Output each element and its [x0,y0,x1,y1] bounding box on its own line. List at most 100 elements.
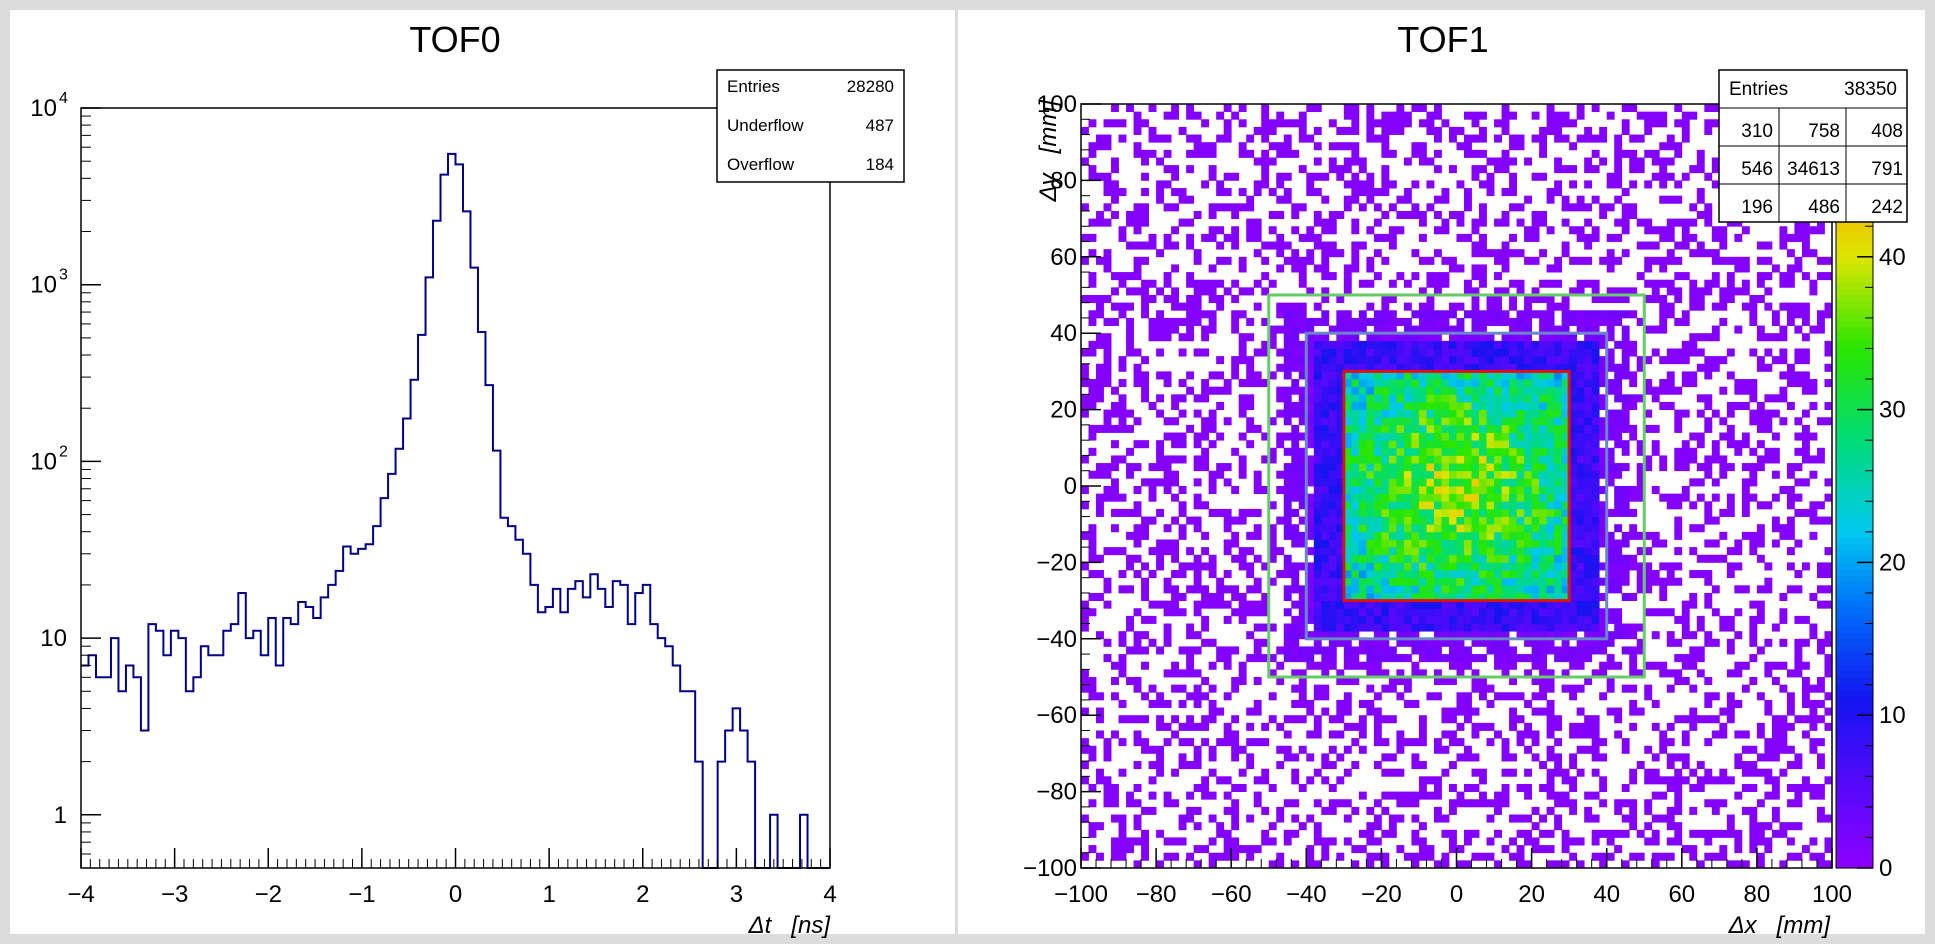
tof1-heatmap-cell [1358,424,1367,433]
tof1-heatmap-cell [1539,615,1548,624]
tof1-heatmap-cell [1373,722,1382,731]
tof1-heatmap-cell [1141,210,1149,219]
tof1-heatmap-cell [1741,768,1750,777]
tof1-heatmap-cell [1306,562,1315,571]
tof1-heatmap-cell [1546,783,1555,792]
tof1-heatmap-cell [1584,134,1593,143]
tof1-heatmap-cell [1531,340,1540,349]
tof1-heatmap-cell [1539,761,1548,770]
tof1-heatmap-cell [1651,424,1660,433]
tof1-heatmap-cell [1509,768,1517,777]
tof1-heatmap-cell [1569,623,1578,632]
tof1-heatmap-cell [1103,493,1112,502]
tof1-heatmap-cell [1599,356,1608,365]
tof1-heatmap-cell [1569,661,1578,670]
tof1-heatmap-cell [1133,814,1142,823]
tof1-heatmap-cell [1328,432,1337,441]
tof1-heatmap-cell [1629,776,1638,785]
tof1-heatmap-cell [1651,348,1660,357]
tof1-heatmap-cell [1381,424,1390,433]
tof1-heatmap-cell [1381,608,1390,617]
tof1-heatmap-cell [1133,486,1142,495]
tof1-heatmap-cell [1471,669,1480,678]
tof1-heatmap-cell [1358,715,1367,724]
tof1-heatmap-cell [1764,501,1773,510]
tof1-heatmap-cell [1524,501,1532,510]
tof1-heatmap-cell [1734,447,1743,456]
tof1-heatmap-cell [1614,715,1623,724]
tof1-heatmap-cell [1433,409,1442,418]
tof1-heatmap-cell [1396,119,1405,128]
tof1-heatmap-cell [1171,295,1180,304]
tof1-heatmap-cell [1524,615,1532,624]
tof1-heatmap-cell [1283,562,1292,571]
tof1-heatmap-cell [1366,524,1375,533]
tof1-heatmap-cell [1494,478,1502,487]
tof1-heatmap-cell [1396,493,1405,502]
tof1-heatmap-cell [1471,111,1480,120]
tof1-heatmap-cell [1381,142,1390,151]
tof1-heatmap-cell [1418,493,1427,502]
tof1-heatmap-cell [1193,822,1202,831]
tof1-heatmap-cell [1569,440,1578,449]
tof1-heatmap-cell [1486,615,1495,624]
tof1-heatmap-cell [1448,264,1457,273]
tof1-heatmap-cell [1734,753,1743,762]
tof1-heatmap-cell [1539,562,1548,571]
tof1-heatmap-cell [1126,340,1134,349]
tof1-heatmap-cell [1636,707,1645,716]
tof1-heatmap-cell [1561,203,1570,212]
tof1-heatmap-cell [1448,333,1457,342]
tof1-heatmap-cell [1388,600,1397,609]
tof1-heatmap-cell [1366,394,1375,403]
tof1-heatmap-cell [1396,631,1405,640]
tof1-heatmap-cell [1546,119,1555,128]
tof1-heatmap-cell [1373,654,1382,663]
tof1-heatmap-cell [1546,516,1555,525]
tof1-heatmap-cell [1629,134,1638,143]
tof1-heatmap-cell [1636,134,1645,143]
tof1-heatmap-cell [1253,379,1262,388]
tof1-heatmap-cell [1576,646,1585,655]
tof1-heatmap-cell [1479,126,1487,135]
tof1-heatmap-cell [1283,432,1292,441]
tof1-heatmap-cell [1614,432,1623,441]
tof1-heatmap-cell [1433,417,1442,426]
tof1-heatmap-cell [1178,684,1187,693]
tof1-heatmap-cell [1441,768,1450,777]
tof1-heatmap-cell [1719,241,1728,250]
tof1-heatmap-cell [1306,501,1315,510]
tof1-heatmap-cell [1291,654,1300,663]
tof1-heatmap-cell [1524,623,1532,632]
tof1-heatmap-cell [1268,554,1277,563]
tof1-heatmap-cell [1659,142,1668,151]
tof1-heatmap-cell [1629,424,1638,433]
tof1-heatmap-cell [1629,287,1638,296]
tof1-heatmap-cell [1208,172,1217,181]
tof1-heatmap-cell [1569,119,1578,128]
tof1-heatmap-cell [1659,493,1668,502]
tof1-heatmap-cell [1328,440,1337,449]
tof1-heatmap-cell [1403,325,1412,334]
tof1-heatmap-cell [1546,554,1555,563]
tof1-heatmap-cell [1794,753,1803,762]
tof1-heatmap-cell [1291,424,1300,433]
tof1-heatmap-cell [1456,592,1465,601]
tof1-heatmap-cell [1696,157,1705,166]
tof1-heatmap-cell [1141,837,1149,846]
tof1-heatmap-cell [1426,447,1435,456]
tof1-heatmap-cell [1749,493,1758,502]
tof1-heatmap-cell [1298,272,1307,281]
tof1-heatmap-cell [1306,470,1315,479]
tof1-heatmap-cell [1584,631,1593,640]
tof1-heatmap-cell [1456,577,1465,586]
tof1-heatmap-cell [1516,547,1525,556]
tof1-heatmap-cell [1276,547,1285,556]
tof1-heatmap-cell [1794,585,1803,594]
tof1-heatmap-cell [1291,539,1300,548]
tof1-heatmap-cell [1441,516,1450,525]
tof1-heatmap-cell [1418,654,1427,663]
tof1-heatmap-cell [1636,447,1645,456]
tof1-heatmap-cell [1681,111,1690,120]
